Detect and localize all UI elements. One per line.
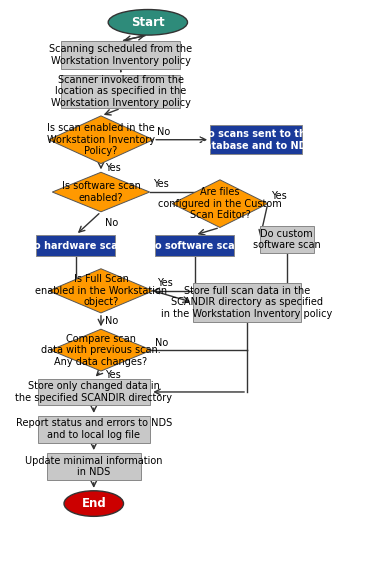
Text: Are files
configured in the Custom
Scan Editor?: Are files configured in the Custom Scan … xyxy=(158,187,282,220)
Text: No: No xyxy=(105,218,118,228)
Polygon shape xyxy=(49,269,153,313)
FancyBboxPatch shape xyxy=(61,41,180,69)
Text: Is Full Scan
enabled in the Workstation
object?: Is Full Scan enabled in the Workstation … xyxy=(35,274,167,307)
Text: Do hardware scan: Do hardware scan xyxy=(26,241,125,251)
Ellipse shape xyxy=(108,9,187,35)
Text: Do custom
software scan: Do custom software scan xyxy=(253,229,321,251)
Polygon shape xyxy=(172,180,268,228)
Text: Do software scan: Do software scan xyxy=(147,241,242,251)
Text: Store full scan data in the
SCANDIR directory as specified
in the Workstation In: Store full scan data in the SCANDIR dire… xyxy=(162,286,332,319)
Text: No: No xyxy=(157,127,170,137)
Text: No scans sent to the
database and to NDS: No scans sent to the database and to NDS xyxy=(198,129,314,151)
Text: Report status and errors to NDS
and to local log file: Report status and errors to NDS and to l… xyxy=(16,418,172,440)
Text: Scanning scheduled from the
Workstation Inventory policy: Scanning scheduled from the Workstation … xyxy=(49,44,192,65)
Text: Yes: Yes xyxy=(153,179,169,189)
FancyBboxPatch shape xyxy=(193,283,301,322)
FancyBboxPatch shape xyxy=(38,416,150,443)
Polygon shape xyxy=(51,329,152,371)
Text: Store only changed data in
the specified SCANDIR directory: Store only changed data in the specified… xyxy=(15,381,172,403)
FancyBboxPatch shape xyxy=(38,378,150,405)
Text: End: End xyxy=(81,497,106,510)
FancyBboxPatch shape xyxy=(155,235,234,256)
FancyBboxPatch shape xyxy=(210,125,302,154)
Polygon shape xyxy=(49,116,153,164)
Text: Compare scan
data with previous scan.
Any data changes?: Compare scan data with previous scan. An… xyxy=(41,333,161,367)
Text: Is scan enabled in the
Workstation Inventory
Policy?: Is scan enabled in the Workstation Inven… xyxy=(47,123,155,157)
Text: Start: Start xyxy=(131,16,165,29)
FancyBboxPatch shape xyxy=(36,235,116,256)
Text: Yes: Yes xyxy=(157,278,173,288)
Text: Scanner invoked from the
location as specified in the
Workstation Inventory poli: Scanner invoked from the location as spe… xyxy=(51,75,191,108)
Text: No: No xyxy=(155,338,168,348)
FancyBboxPatch shape xyxy=(47,453,141,479)
Text: No: No xyxy=(105,316,118,326)
Text: Yes: Yes xyxy=(105,370,120,380)
FancyBboxPatch shape xyxy=(260,227,314,253)
Text: Yes: Yes xyxy=(105,163,120,173)
Text: Is software scan
enabled?: Is software scan enabled? xyxy=(62,181,141,203)
Text: Update minimal information
in NDS: Update minimal information in NDS xyxy=(25,456,163,477)
FancyBboxPatch shape xyxy=(61,75,180,109)
Text: Yes: Yes xyxy=(271,191,287,201)
Polygon shape xyxy=(52,172,150,212)
Ellipse shape xyxy=(64,491,124,516)
